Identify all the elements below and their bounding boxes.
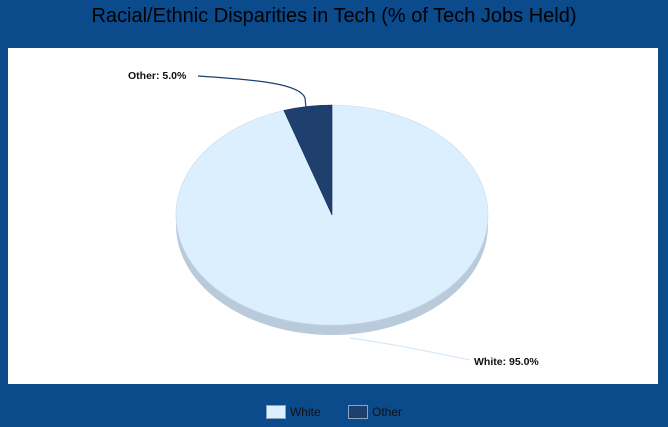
pie-labels-group: Other: 5.0% White: 95.0%	[128, 70, 539, 368]
leader-line-other	[197, 75, 307, 109]
leader-line-white	[349, 337, 471, 361]
chart-title: Racial/Ethnic Disparities in Tech (% of …	[91, 5, 577, 27]
pie-slice-other	[283, 104, 333, 216]
pie-slices-group	[175, 104, 489, 326]
legend-item-white: White	[265, 405, 321, 419]
data-label-other: Other: 5.0%	[128, 70, 187, 82]
legend-label-other: Other	[372, 405, 403, 419]
legend-item-other: Other	[348, 405, 402, 419]
legend-label-white: White	[289, 405, 321, 419]
legend-swatch-white	[265, 405, 286, 419]
legend-swatch-other	[348, 405, 368, 419]
legend: White Other	[0, 405, 668, 422]
data-label-white: White: 95.0%	[474, 356, 539, 368]
